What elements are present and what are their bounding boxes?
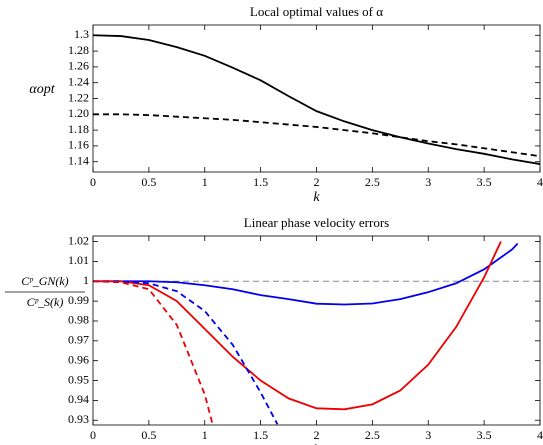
x-tick-label: 3.5 xyxy=(477,428,492,442)
x-tick-label: 0.5 xyxy=(141,175,156,189)
y-tick-label: 1.20 xyxy=(68,106,89,120)
plot-frame xyxy=(92,24,541,173)
line-series xyxy=(93,34,540,165)
y-tick-label: 0.93 xyxy=(68,412,89,426)
y-tick-label: 1.02 xyxy=(68,233,89,247)
y-axis-label-numerator: Cᵖ_GN(k) xyxy=(21,274,68,288)
line-series xyxy=(93,113,540,158)
y-tick-label: 0.98 xyxy=(68,313,89,327)
y-tick-label: 1.14 xyxy=(68,153,89,167)
x-tick-label: 2.5 xyxy=(365,428,380,442)
x-tick-label: 3 xyxy=(425,428,431,442)
x-axis-label: k xyxy=(313,190,320,205)
y-tick-label: 1.22 xyxy=(68,90,89,104)
plot-frame xyxy=(92,235,541,426)
x-tick-label: 0 xyxy=(90,175,96,189)
x-tick-label: 4 xyxy=(537,428,543,442)
y-tick-label: 1.01 xyxy=(68,253,89,267)
x-tick-label: 3 xyxy=(425,175,431,189)
x-tick-label: 2 xyxy=(314,175,320,189)
chart-title: Local optimal values of α xyxy=(250,4,383,19)
line-series xyxy=(93,280,214,425)
y-axis-label: αopt xyxy=(29,82,55,97)
y-tick-label: 1.28 xyxy=(68,43,89,57)
x-tick-label: 1.5 xyxy=(253,175,268,189)
x-tick-label: 2 xyxy=(314,428,320,442)
x-tick-label: 1 xyxy=(202,428,208,442)
y-tick-label: 0.99 xyxy=(68,293,89,307)
line-series xyxy=(93,241,502,411)
y-tick-label: 1.18 xyxy=(68,122,89,136)
x-tick-label: 2.5 xyxy=(365,175,380,189)
y-tick-label: 0.95 xyxy=(68,372,89,386)
x-tick-label: 4 xyxy=(537,175,543,189)
y-tick-label: 0.97 xyxy=(68,333,89,347)
chart-title: Linear phase velocity errors xyxy=(244,215,389,230)
y-tick-label: 1.3 xyxy=(74,27,89,41)
y-tick-label: 0.96 xyxy=(68,352,89,366)
x-tick-label: 1.5 xyxy=(253,428,268,442)
series-group xyxy=(93,241,519,425)
x-axis-label: k xyxy=(313,443,320,445)
y-tick-label: 1.24 xyxy=(68,74,89,88)
y-tick-label: 0.94 xyxy=(68,392,89,406)
y-tick-label: 1 xyxy=(83,273,89,287)
y-axis-label-denominator: Cᵖ_S(k) xyxy=(27,295,64,309)
y-tick-label: 1.26 xyxy=(68,59,89,73)
x-tick-label: 0 xyxy=(90,428,96,442)
x-tick-label: 0.5 xyxy=(141,428,156,442)
line-series xyxy=(93,242,519,306)
series-group xyxy=(93,34,540,165)
y-tick-label: 1.16 xyxy=(68,138,89,152)
x-tick-label: 1 xyxy=(202,175,208,189)
line-series xyxy=(93,280,279,425)
x-tick-label: 3.5 xyxy=(477,175,492,189)
